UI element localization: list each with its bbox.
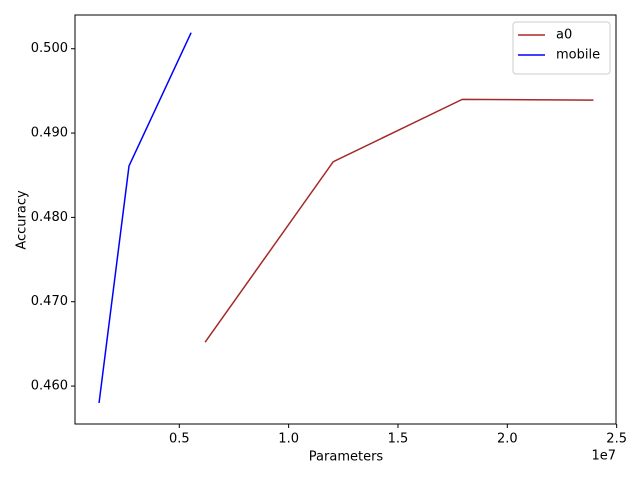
- y-tick-label: 0.490: [31, 126, 68, 141]
- x-offset-label: 1e7: [591, 449, 616, 464]
- y-tick-label: 0.460: [31, 379, 68, 394]
- data-line: [98, 32, 192, 404]
- y-axis-label: Accuracy: [15, 190, 30, 250]
- y-tick-label: 0.480: [31, 210, 68, 225]
- x-tick-label: 2.0: [497, 432, 518, 447]
- legend-label: mobile: [556, 48, 600, 63]
- x-tick-label: 2.5: [606, 432, 627, 447]
- y-tick-label: 0.470: [31, 294, 68, 309]
- legend-label: a0: [556, 28, 572, 43]
- y-tick-label: 0.500: [31, 41, 68, 56]
- x-tick-label: 0.5: [169, 432, 190, 447]
- x-axis-label: Parameters: [309, 450, 384, 465]
- axes-frame: [74, 14, 617, 425]
- data-line: [204, 98, 594, 343]
- x-tick-label: 1.5: [388, 432, 409, 447]
- x-tick-label: 1.0: [278, 432, 299, 447]
